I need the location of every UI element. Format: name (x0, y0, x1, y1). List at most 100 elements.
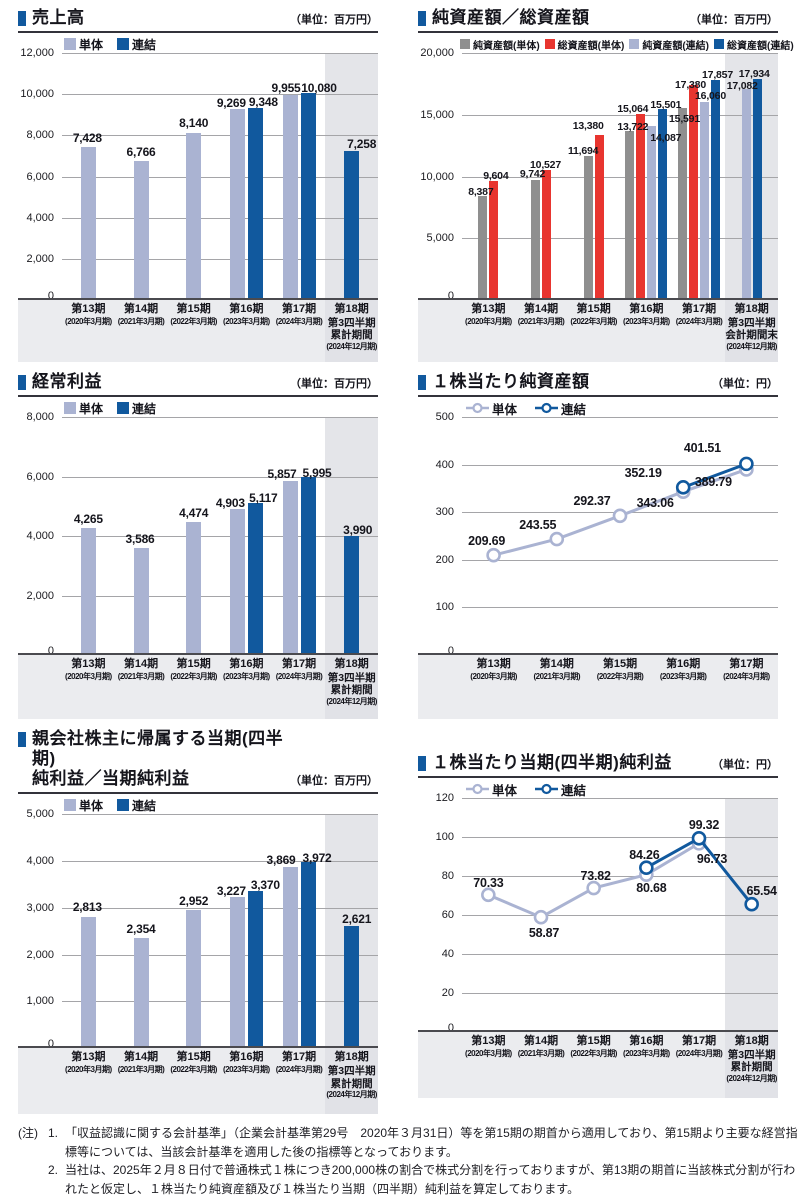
category-label-line: (2021年3月期) (117, 316, 165, 326)
category-label-line: 第15期 (176, 1051, 211, 1064)
legend-swatch-icon (544, 39, 555, 50)
footnote-text: 当社は、2025年２月８日付で普通株式１株につき200,000株の割合で株式分割… (65, 1163, 796, 1197)
legend: 単体 連結 (64, 400, 378, 416)
category-label: 第15期 (2022年3月期) (567, 303, 620, 327)
legend-line-icon (535, 402, 559, 414)
chart-title-line: １株当たり純資産額 (432, 372, 590, 392)
line-chart-canvas (481, 831, 759, 925)
category-label: 第16期 (2023年3月期) (220, 303, 273, 327)
legend-label: 連結 (561, 402, 587, 417)
chart-title: 売上高 (32, 8, 85, 28)
point-value-label: 389.79 (694, 474, 732, 489)
category-label-line: 第15期 (576, 303, 611, 316)
category-label-line: (2023年3月期) (223, 316, 270, 326)
bar-value-label: 3,972 (302, 851, 332, 866)
chart-body: 純資産額(単体) 総資産額(単体) 純資産額(連結) 総資産額(連結) 20,000 15… (418, 36, 794, 363)
legend-label: 連結 (132, 798, 157, 813)
legend-swatch-icon (460, 39, 470, 50)
category-label: 第13期 (2020年3月期) (62, 1051, 115, 1075)
y-axis-label: 0 (47, 644, 54, 657)
category-label: 第18期 第3四半期 会計期間末 (2024年12月期) (725, 303, 778, 352)
category-label: 第14期 (2021年3月期) (515, 1035, 568, 1059)
category-label: 第15期 (2022年3月期) (167, 303, 220, 327)
y-axis-label: 5,000 (26, 808, 54, 821)
bar-value-label: 2,813 (72, 900, 102, 915)
bar-純資産額(単体) (531, 179, 540, 301)
category-label-line: (2022年3月期) (170, 316, 217, 326)
legend-line-icon (535, 784, 559, 795)
gridline (62, 217, 378, 219)
bar-value-label: 15,501 (650, 99, 682, 112)
bar-value-label: 3,869 (266, 852, 296, 867)
category-label: 第15期 (2022年3月期) (588, 658, 651, 682)
category-label: 第18期 第3四半期 累計期間 (2024年12月期) (325, 1051, 378, 1100)
legend-swatch-icon (64, 799, 76, 812)
category-label-line: 第14期 (123, 303, 159, 316)
x-axis (418, 1030, 778, 1033)
bar-総資産額(単体) (689, 85, 698, 301)
category-label: 第17期 (2024年3月期) (273, 658, 326, 682)
y-axis-label: 10,000 (20, 88, 54, 101)
chart-title: １株当たり当期(四半期)純利益 (432, 753, 672, 773)
gridline (462, 837, 778, 839)
bar-単体 (229, 509, 245, 656)
category-label-line: 第16期 (629, 1035, 664, 1048)
y-axis-label: 4,000 (26, 530, 54, 543)
category-label: 第15期 (2022年3月期) (167, 658, 220, 682)
category-label-line: 第15期 (602, 658, 638, 671)
x-axis (418, 653, 778, 656)
y-axis-label: 400 (435, 458, 454, 471)
bar-value-label: 11,694 (567, 145, 599, 158)
chart-title-line: 親会社株主に帰属する当期(四半期) (32, 729, 284, 769)
gridline (62, 861, 378, 863)
bar-value-label: 2,952 (179, 893, 209, 908)
category-label: 第14期 (2021年3月期) (515, 303, 568, 327)
chart-row-3: 親会社株主に帰属する当期(四半期) 純利益／当期純利益 （単位：百万円） 単体連… (18, 729, 782, 1115)
x-axis-label-band: 第13期 (2020年3月期) 第14期 (2021年3月期) 第15期 (2022年3月… (18, 1048, 378, 1115)
category-label-line: 第14期 (523, 303, 559, 316)
category-label-line: (2024年12月期) (326, 341, 377, 351)
category-label-line: (2024年12月期) (726, 341, 777, 351)
category-label-line: 累計期間 (330, 1077, 373, 1090)
bar-value-label: 3,370 (250, 878, 280, 893)
gridline (462, 993, 778, 995)
category-label-line: 第18期 (334, 1051, 369, 1064)
y-axis-label: 4,000 (26, 211, 54, 224)
unit-label: （単位：百万円） (290, 14, 378, 27)
bar-value-label: 17,857 (702, 68, 733, 81)
bar-連結 (344, 925, 360, 1049)
point-value-label: 96.73 (696, 851, 728, 866)
y-axis-label: 20,000 (420, 47, 454, 60)
bar-単体 (186, 132, 202, 301)
bar-value-label: 15,591 (669, 112, 700, 125)
chart-title-line: 売上高 (32, 8, 85, 27)
category-label-line: (2024年3月期) (275, 1064, 323, 1074)
bar-value-label: 13,722 (617, 121, 649, 134)
unit-label: （単位：百万円） (290, 775, 378, 788)
category-label-line: (2022年3月期) (570, 1048, 617, 1058)
legend-item: 連結 (117, 36, 156, 53)
category-label-line: (2023年3月期) (659, 671, 707, 681)
legend-item: 連結 (535, 780, 586, 799)
y-axis-label: 120 (435, 792, 454, 805)
legend-label: 純資産額(連結) (642, 40, 710, 52)
category-label-line: 第14期 (539, 658, 574, 671)
chart-header: 親会社株主に帰属する当期(四半期) 純利益／当期純利益 （単位：百万円） (18, 729, 378, 795)
y-axis-label: 1,000 (26, 995, 54, 1008)
bar-value-label: 5,117 (249, 490, 278, 505)
bar-単体 (133, 160, 149, 301)
bar-value-label: 2,354 (126, 921, 156, 936)
chart-panel-ordinary-income: 経常利益 （単位：百万円） 単体 連結 8,000 6,000 4,000 2,000 0 4… (18, 372, 378, 720)
category-label-line: (2020年3月期) (65, 316, 112, 326)
y-axis-label: 0 (447, 1021, 454, 1034)
legend-item: 連結 (117, 797, 156, 814)
bar-単体 (229, 897, 245, 1049)
point-value-label: 352.19 (624, 466, 662, 481)
point-value-label: 73.82 (580, 869, 611, 884)
legend-swatch-icon (629, 39, 640, 50)
category-label-line: 第3四半期 (727, 1048, 776, 1061)
gridline (62, 814, 378, 816)
chart-panel-net-assets: 純資産額／総資産額 （単位：百万円） 純資産額(単体) 総資産額(単体) 純資産額(… (418, 8, 794, 363)
footnote-text: 「収益認識に関する会計基準」（企業会計基準第29号 2020年３月31日）等を第… (65, 1126, 798, 1159)
bar-value-label: 13,380 (572, 120, 604, 133)
